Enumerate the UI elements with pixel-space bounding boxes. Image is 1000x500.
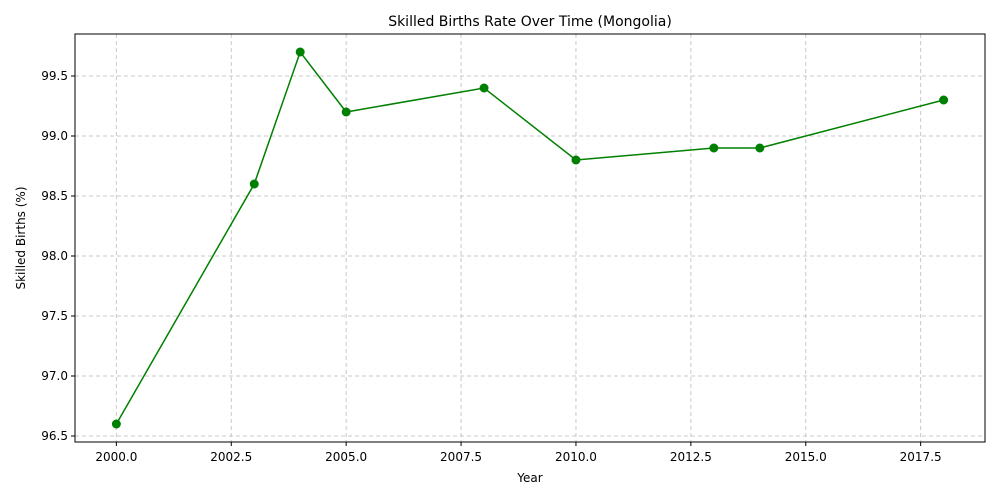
x-tick-label: 2007.5 [440, 450, 482, 464]
data-point [755, 143, 765, 153]
plot-area-frame [74, 33, 986, 443]
x-tick-label: 2005.0 [325, 450, 367, 464]
data-point [709, 143, 719, 153]
x-tick-label: 2010.0 [555, 450, 597, 464]
data-point [341, 107, 351, 117]
series [111, 47, 949, 429]
y-tick-label: 98.5 [41, 189, 68, 203]
y-tick-label: 96.5 [41, 429, 68, 443]
y-tick-label: 98.0 [41, 249, 68, 263]
data-point [939, 95, 949, 105]
y-axis: 96.5 97.0 97.5 98.0 98.5 99.0 99.5 [41, 69, 75, 443]
x-axis-label: Year [516, 471, 542, 485]
y-tick-label: 99.5 [41, 69, 68, 83]
x-tick-label: 2002.5 [210, 450, 252, 464]
data-point [111, 419, 121, 429]
x-tick-label: 2015.0 [785, 450, 827, 464]
y-tick-label: 97.0 [41, 369, 68, 383]
data-point [249, 179, 259, 189]
chart-title: Skilled Births Rate Over Time (Mongolia) [388, 14, 672, 30]
data-point [479, 83, 489, 93]
series-line [115, 50, 944, 425]
grid [75, 34, 985, 442]
data-point [295, 47, 305, 57]
data-point [571, 155, 581, 165]
y-tick-label: 99.0 [41, 129, 68, 143]
y-axis-label: Skilled Births (%) [14, 186, 28, 289]
x-axis: 2000.0 2002.5 2005.0 2007.5 2010.0 2012.5 2015… [95, 442, 942, 464]
x-tick-label: 2012.5 [670, 450, 712, 464]
y-tick-label: 97.5 [41, 309, 68, 323]
x-tick-label: 2000.0 [95, 450, 137, 464]
x-tick-label: 2017.5 [900, 450, 942, 464]
